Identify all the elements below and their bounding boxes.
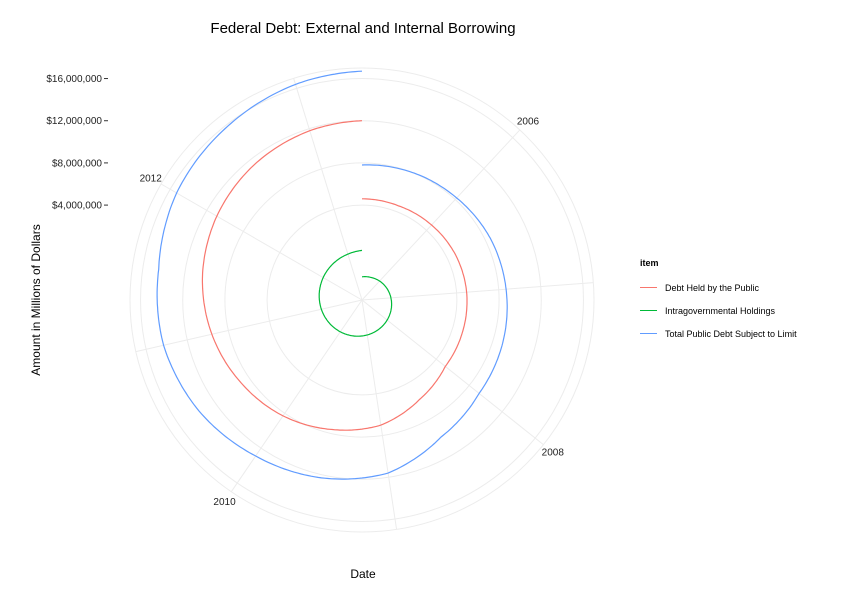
series-layer: [156, 70, 508, 480]
grid-circle-3: [140, 78, 584, 522]
chart-title: Federal Debt: External and Internal Borr…: [210, 20, 516, 37]
series-line-2: [156, 70, 508, 480]
x-tick-label-1: 2008: [542, 448, 565, 459]
x-tick-label-0: 2006: [517, 117, 540, 128]
legend: item Debt Held by the Public Intragovern…: [640, 258, 797, 345]
legend-label-intragovernmental: Intragovernmental Holdings: [665, 305, 776, 316]
y-tick-label-1: $8,000,000: [52, 158, 102, 169]
grid-layer: [129, 67, 595, 533]
legend-title: item: [640, 258, 659, 268]
legend-key-intragovernmental: [640, 310, 657, 311]
series-line-0: [201, 120, 468, 431]
legend-label-total: Total Public Debt Subject to Limit: [665, 328, 797, 339]
legend-item-intragovernmental: Intragovernmental Holdings: [640, 299, 797, 322]
legend-item-public: Debt Held by the Public: [640, 276, 797, 299]
x-axis-label: Date: [350, 567, 376, 581]
grid-spoke-5: [135, 299, 363, 353]
grid-spoke-3: [361, 299, 398, 530]
grid-spoke-1: [361, 282, 594, 301]
grid-spoke-2: [361, 299, 544, 446]
grid-spoke-7: [293, 78, 363, 301]
grid-circle-outer: [129, 67, 595, 533]
x-tick-label-2: 2010: [213, 497, 236, 508]
legend-key-public: [640, 287, 657, 288]
legend-label-public: Debt Held by the Public: [665, 282, 760, 293]
grid-circle-0: [266, 204, 458, 396]
series-line-1: [318, 249, 393, 337]
grid-spoke-4: [230, 299, 363, 492]
y-axis-label: Amount in Millions of Dollars: [29, 224, 43, 376]
grid-spoke-0: [361, 129, 521, 301]
x-axis-ticks: 2006 2008 2010 2012: [140, 117, 565, 508]
y-axis-ticks: $4,000,000 $8,000,000 $12,000,000 $16,000,0…: [46, 74, 108, 212]
y-tick-label-2: $12,000,000: [46, 116, 102, 127]
grid-spoke-6: [160, 183, 363, 301]
grid-circle-1: [224, 162, 500, 438]
y-tick-label-0: $4,000,000: [52, 201, 102, 212]
legend-key-total: [640, 333, 657, 334]
x-tick-label-3: 2012: [140, 174, 163, 185]
legend-item-total: Total Public Debt Subject to Limit: [640, 322, 797, 345]
y-tick-label-3: $16,000,000: [46, 74, 102, 85]
